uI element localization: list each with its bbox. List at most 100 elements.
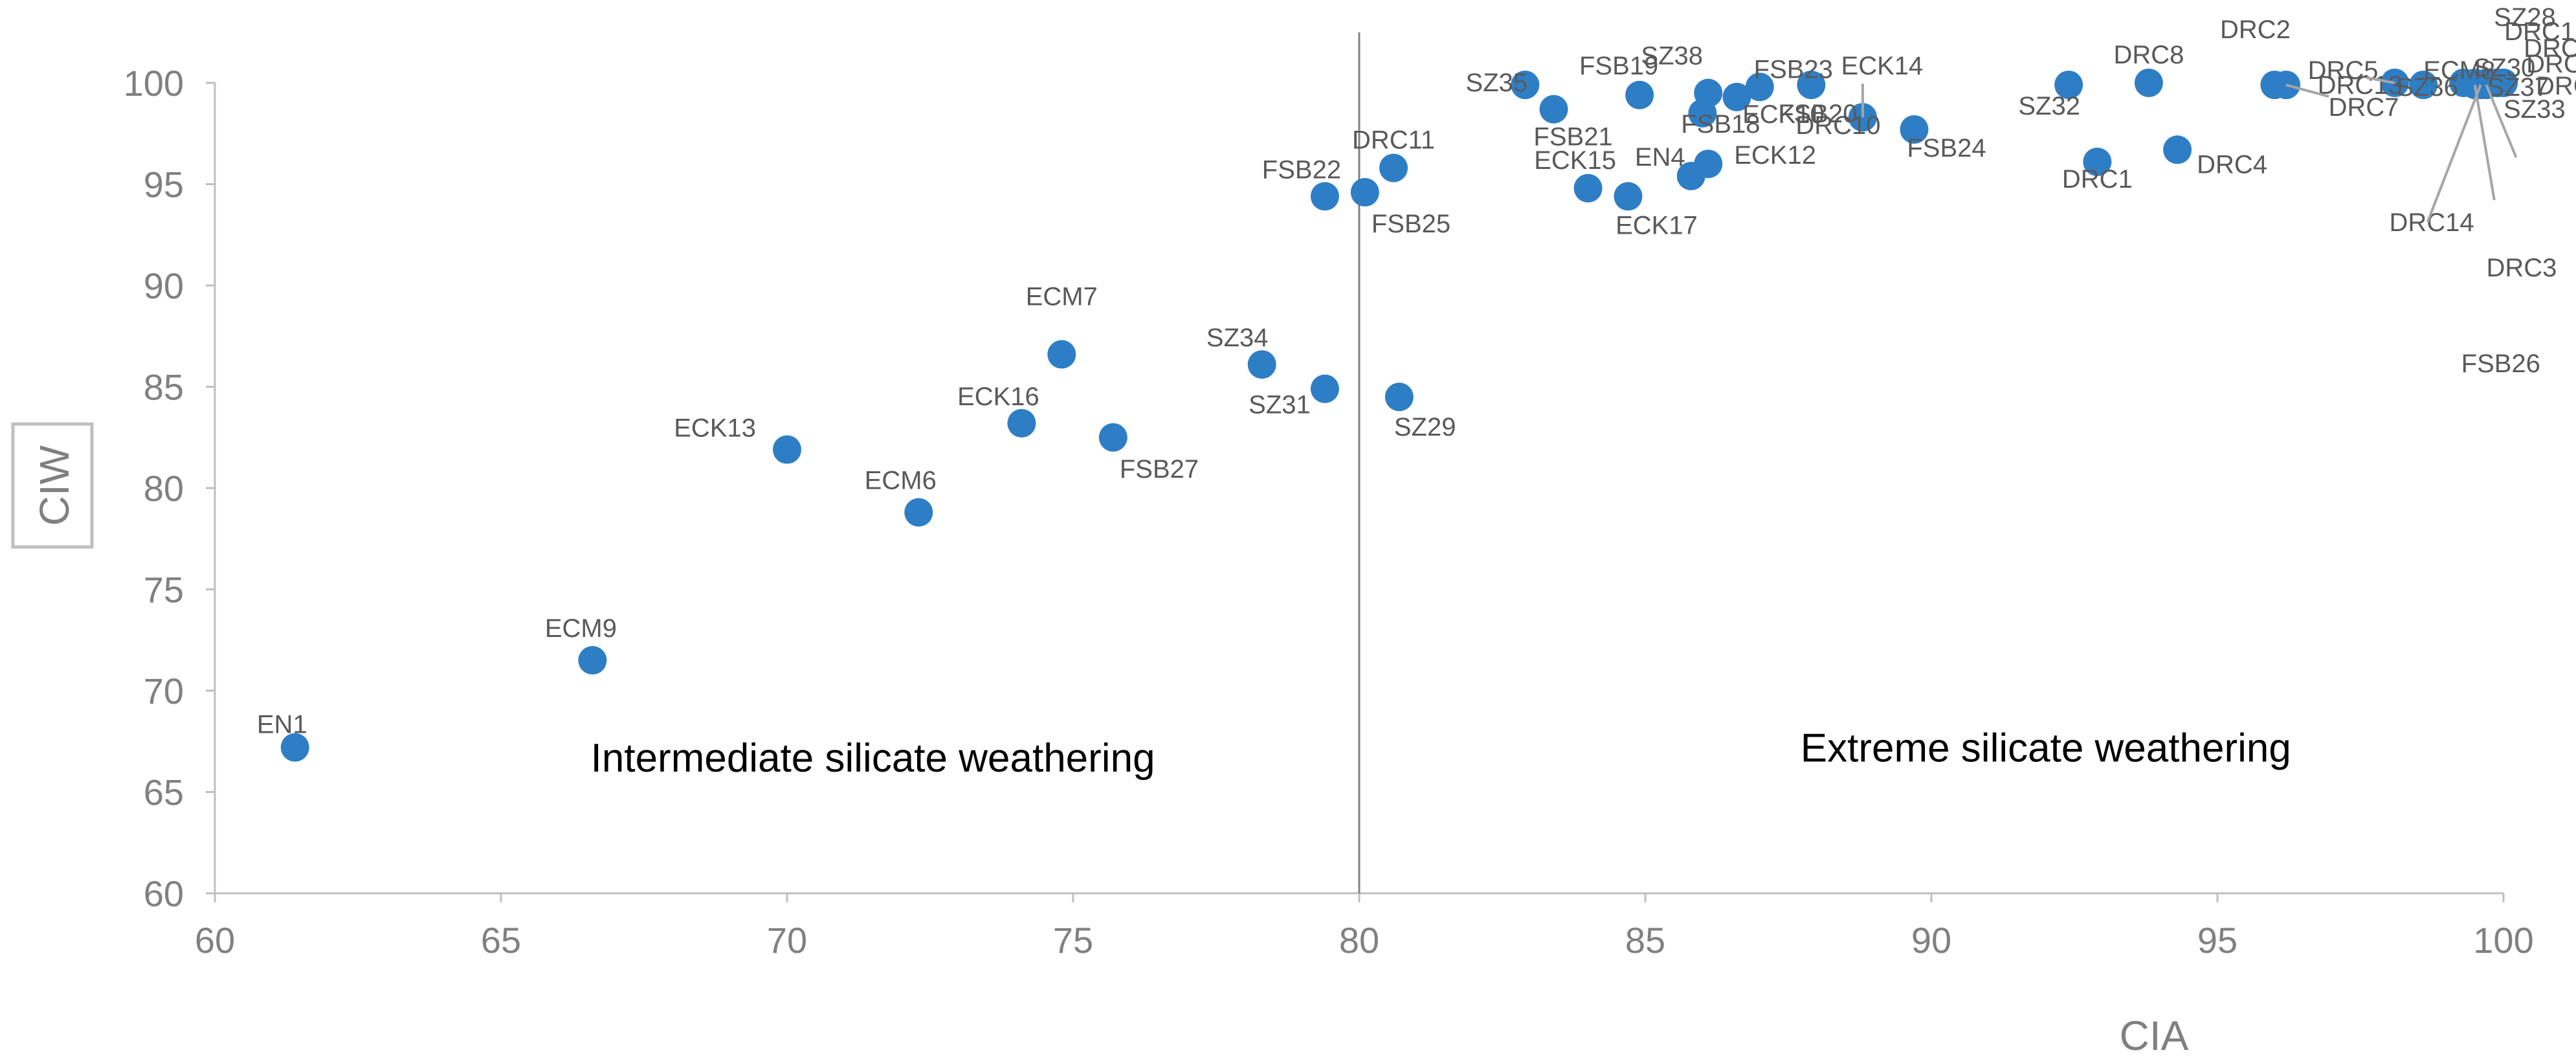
data-point[interactable] — [2054, 71, 2083, 100]
data-point[interactable] — [1722, 82, 1751, 111]
data-point[interactable] — [2409, 71, 2438, 100]
data-label: FSB22 — [1262, 155, 1341, 184]
data-point[interactable] — [1310, 374, 1339, 403]
data-point[interactable] — [773, 435, 801, 464]
data-label: DRC1 — [2062, 165, 2133, 194]
x-tick-label: 95 — [2197, 920, 2237, 961]
data-points — [280, 69, 2518, 762]
data-label: SZ29 — [1394, 413, 1456, 441]
data-label: FSB19 — [1579, 52, 1658, 80]
data-label: DRC11 — [1352, 126, 1435, 154]
data-label: ECK16 — [957, 383, 1039, 411]
data-label: ECM7 — [1026, 282, 1098, 311]
data-label: ECK10 — [1742, 100, 1825, 129]
data-point[interactable] — [1745, 72, 1774, 102]
data-point[interactable] — [1379, 153, 1408, 183]
y-tick-label: 95 — [144, 164, 184, 205]
leader-line — [2485, 84, 2518, 158]
data-label: SZ32 — [2018, 92, 2080, 120]
data-label: FSB18 — [1681, 110, 1760, 139]
data-label: FSB20 — [1778, 100, 1857, 128]
region-labels: Intermediate silicate weathering Extreme … — [591, 726, 2291, 781]
data-label: DRC5 — [2308, 56, 2379, 85]
data-label: DRC13 — [2318, 71, 2403, 100]
data-label: SZ34 — [1206, 324, 1269, 352]
data-label: EN1 — [257, 711, 307, 739]
y-tick-label: 85 — [144, 367, 184, 408]
data-label: ECK12 — [1734, 141, 1816, 170]
data-point[interactable] — [1384, 383, 1414, 412]
data-point[interactable] — [1511, 71, 1540, 100]
leader-line — [2473, 84, 2496, 201]
data-point[interactable] — [1310, 182, 1339, 211]
data-label: ECK14 — [1841, 52, 1924, 80]
data-point[interactable] — [1098, 423, 1127, 452]
data-point[interactable] — [578, 646, 607, 675]
x-tick-label: 65 — [481, 920, 521, 961]
data-label: SZ36 — [2396, 73, 2458, 102]
data-label: FSB25 — [1371, 210, 1450, 238]
x-tick-label: 70 — [767, 920, 807, 961]
y-tick-label: 75 — [144, 570, 184, 610]
data-label: FSB24 — [1907, 134, 1986, 162]
data-label: SZ37 — [2487, 73, 2549, 102]
x-axis-title: CIA — [2120, 1012, 2189, 1059]
data-label: SZ35 — [1466, 69, 1528, 97]
axes: 60 65 70 75 80 85 90 95 100 60 65 70 75 80 85 90 95 100 — [124, 63, 2534, 961]
data-label: SZ33 — [2504, 95, 2566, 124]
x-tick-label: 80 — [1339, 920, 1379, 961]
data-point[interactable] — [1007, 408, 1036, 438]
data-point[interactable] — [1573, 173, 1603, 203]
data-label: FSB26 — [2461, 350, 2540, 378]
data-label: SZ28 — [2494, 3, 2556, 32]
x-tick-label: 85 — [1625, 920, 1665, 961]
data-label: FSB21 — [1533, 123, 1612, 151]
y-tick-label: 90 — [144, 265, 184, 306]
y-tick-label: 70 — [144, 671, 184, 711]
region-label: Extreme silicate weathering — [1801, 726, 2291, 771]
data-label: DRC7 — [2329, 93, 2399, 122]
leader-line — [2426, 84, 2482, 223]
x-tick-label: 60 — [195, 920, 235, 961]
data-point[interactable] — [1539, 95, 1568, 124]
data-point[interactable] — [1247, 350, 1276, 379]
data-point[interactable] — [1350, 178, 1379, 207]
data-point[interactable] — [1694, 150, 1723, 179]
leader-line — [2366, 76, 2395, 84]
data-label: FSB27 — [1120, 455, 1199, 484]
data-point[interactable] — [1625, 80, 1654, 109]
data-point[interactable] — [280, 733, 309, 762]
data-label: ECM8 — [2423, 56, 2495, 85]
leader-line — [2285, 84, 2329, 98]
data-label: ECK13 — [674, 414, 756, 443]
x-tick-label: 100 — [2473, 920, 2533, 961]
data-label: ECK15 — [1534, 146, 1616, 175]
data-label: DRC15 — [2504, 17, 2576, 46]
data-label: ECM9 — [545, 614, 617, 643]
data-label: DRC6 — [2526, 50, 2576, 78]
data-point[interactable] — [2083, 148, 2112, 177]
data-point[interactable] — [1047, 340, 1076, 369]
data-label: SZ38 — [1641, 42, 1703, 71]
data-labels: EN1 ECM9 ECK13 ECM6 ECK16 ECM7 FSB27 SZ34 SZ31 FS… — [257, 3, 2576, 739]
data-point[interactable] — [904, 498, 933, 527]
data-label: DRC10 — [1795, 111, 1880, 140]
region-label: Intermediate silicate weathering — [591, 736, 1155, 781]
data-label: ECK17 — [1616, 211, 1698, 240]
data-label: DRC4 — [2197, 150, 2267, 179]
data-point[interactable] — [1797, 71, 1826, 100]
data-label: DRC8 — [2113, 41, 2184, 69]
y-axis-title-box — [11, 422, 94, 549]
data-point[interactable] — [1614, 182, 1643, 211]
data-label: EN4 — [1635, 143, 1685, 172]
data-point[interactable] — [1900, 115, 1929, 144]
leader-lines — [1861, 76, 2518, 223]
x-tick-label: 75 — [1053, 920, 1093, 961]
y-axis-title: CIW — [31, 445, 78, 526]
data-label: SZ31 — [1249, 391, 1311, 419]
data-point[interactable] — [1694, 78, 1723, 107]
data-point[interactable] — [2163, 135, 2192, 164]
y-tick-label: 100 — [124, 63, 184, 104]
data-point[interactable] — [2134, 69, 2163, 97]
